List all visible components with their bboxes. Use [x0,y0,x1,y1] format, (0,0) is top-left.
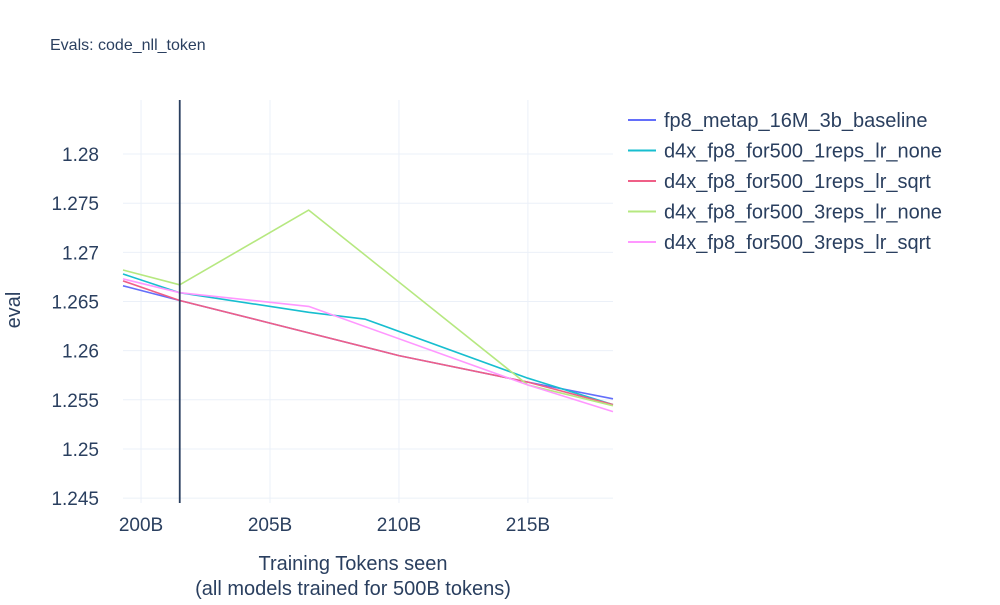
y-tick-label: 1.245 [51,489,99,510]
y-axis-ticks: 1.245 1.25 1.255 1.26 1.265 1.27 1.275 1.28 [51,145,99,510]
legend-item[interactable]: d4x_fp8_for500_1reps_lr_none [628,141,942,163]
y-tick-label: 1.265 [51,293,99,314]
legend[interactable]: fp8_metap_16M_3b_baseline d4x_fp8_for500_… [628,110,942,254]
legend-item[interactable]: d4x_fp8_for500_3reps_lr_sqrt [628,232,931,254]
x-axis-title-line2: (all models trained for 500B tokens) [195,578,511,600]
x-axis-title-line1: Training Tokens seen [258,553,447,575]
legend-label: d4x_fp8_for500_1reps_lr_none [664,141,942,163]
y-tick-label: 1.27 [62,243,99,264]
legend-item[interactable]: d4x_fp8_for500_3reps_lr_none [628,202,942,224]
y-axis-title: eval [3,292,25,329]
legend-item[interactable]: fp8_metap_16M_3b_baseline [628,110,928,132]
y-tick-label: 1.255 [51,391,99,412]
series-line-d4x_fp8_for500_3reps_lr_none[interactable] [122,209,614,407]
y-tick-label: 1.28 [62,145,99,166]
x-tick-label: 215B [506,515,550,536]
y-tick-label: 1.275 [51,194,99,215]
x-tick-label: 200B [119,515,163,536]
y-tick-label: 1.26 [62,342,99,363]
grid [123,100,613,503]
series-line-d4x_fp8_for500_3reps_lr_sqrt[interactable] [122,278,614,413]
x-axis-ticks: 200B 205B 210B 215B [119,515,550,536]
y-tick-label: 1.25 [62,440,99,461]
series-lines [122,209,614,413]
series-line-d4x_fp8_for500_1reps_lr_sqrt[interactable] [122,280,614,406]
legend-label: d4x_fp8_for500_3reps_lr_sqrt [664,232,931,254]
legend-label: d4x_fp8_for500_1reps_lr_sqrt [664,171,931,193]
legend-label: fp8_metap_16M_3b_baseline [664,110,928,132]
x-tick-label: 210B [377,515,421,536]
legend-label: d4x_fp8_for500_3reps_lr_none [664,202,942,224]
x-tick-label: 205B [248,515,292,536]
chart-title: Evals: code_nll_token [50,37,206,54]
legend-item[interactable]: d4x_fp8_for500_1reps_lr_sqrt [628,171,931,193]
